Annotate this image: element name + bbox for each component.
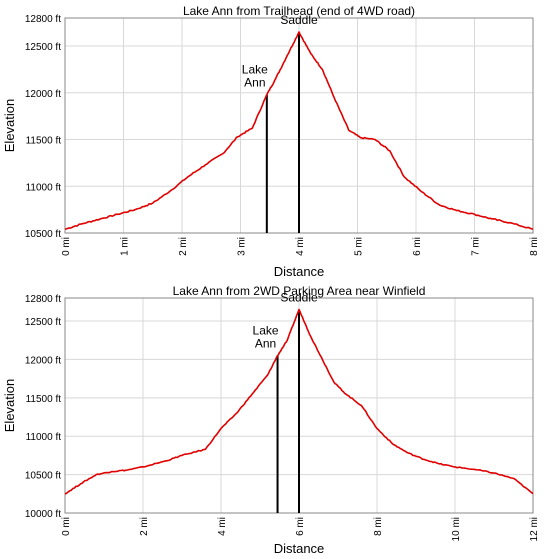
y-tick-label: 12500 ft — [25, 317, 61, 328]
y-tick-label: 11000 ft — [26, 432, 62, 443]
x-tick-label: 6 mi — [295, 517, 306, 536]
lake-ann-label: Lake — [242, 63, 268, 77]
y-tick-label: 10500 ft — [25, 229, 61, 240]
y-tick-label: 12000 ft — [25, 355, 61, 366]
y-tick-label: 11500 ft — [26, 394, 62, 405]
elevation-profile-line — [64, 31, 534, 231]
x-tick-label: 2 mi — [178, 237, 189, 256]
x-tick-label: 1 mi — [120, 237, 131, 256]
y-axis-label: Elevation — [2, 99, 17, 152]
lake-ann-label: Lake — [253, 324, 279, 338]
chart-title: Lake Ann from Trailhead (end of 4WD road… — [183, 4, 415, 18]
x-tick-label: 2 mi — [139, 517, 150, 536]
elevation-profile-line — [64, 308, 534, 495]
x-tick-label: 6 mi — [412, 237, 423, 256]
y-tick-label: 11000 ft — [26, 182, 62, 193]
lake-ann-label: Ann — [244, 76, 265, 90]
x-tick-label: 8 mi — [529, 237, 540, 256]
y-tick-label: 12800 ft — [25, 14, 61, 25]
chart-trailhead-profile: Lake Ann from Trailhead (end of 4WD road… — [2, 4, 540, 279]
y-axis-label: Elevation — [2, 379, 17, 432]
x-tick-label: 3 mi — [237, 237, 248, 256]
x-tick-label: 4 mi — [295, 237, 306, 256]
x-tick-label: 0 mi — [61, 237, 72, 256]
x-tick-label: 12 mi — [529, 517, 540, 541]
x-tick-label: 10 mi — [451, 517, 462, 541]
x-tick-label: 4 mi — [217, 517, 228, 536]
saddle-label: Saddle — [280, 13, 318, 27]
y-tick-label: 11500 ft — [26, 136, 62, 147]
y-tick-label: 12800 ft — [25, 294, 61, 305]
x-tick-label: 8 mi — [373, 517, 384, 536]
x-tick-label: 5 mi — [354, 237, 365, 256]
y-tick-label: 10000 ft — [25, 509, 61, 520]
x-tick-label: 0 mi — [61, 517, 72, 536]
chart-2wd-parking-profile: Lake Ann from 2WD Parking Area near Winf… — [2, 284, 540, 556]
y-tick-label: 12000 ft — [25, 89, 61, 100]
lake-ann-label: Ann — [255, 337, 276, 351]
x-axis-label: Distance — [274, 264, 325, 279]
x-axis-label: Distance — [274, 541, 325, 556]
x-tick-label: 7 mi — [471, 237, 482, 256]
chart-title: Lake Ann from 2WD Parking Area near Winf… — [173, 284, 426, 298]
y-tick-label: 10500 ft — [25, 471, 61, 482]
saddle-label: Saddle — [280, 291, 318, 305]
y-tick-label: 12500 ft — [25, 42, 61, 53]
